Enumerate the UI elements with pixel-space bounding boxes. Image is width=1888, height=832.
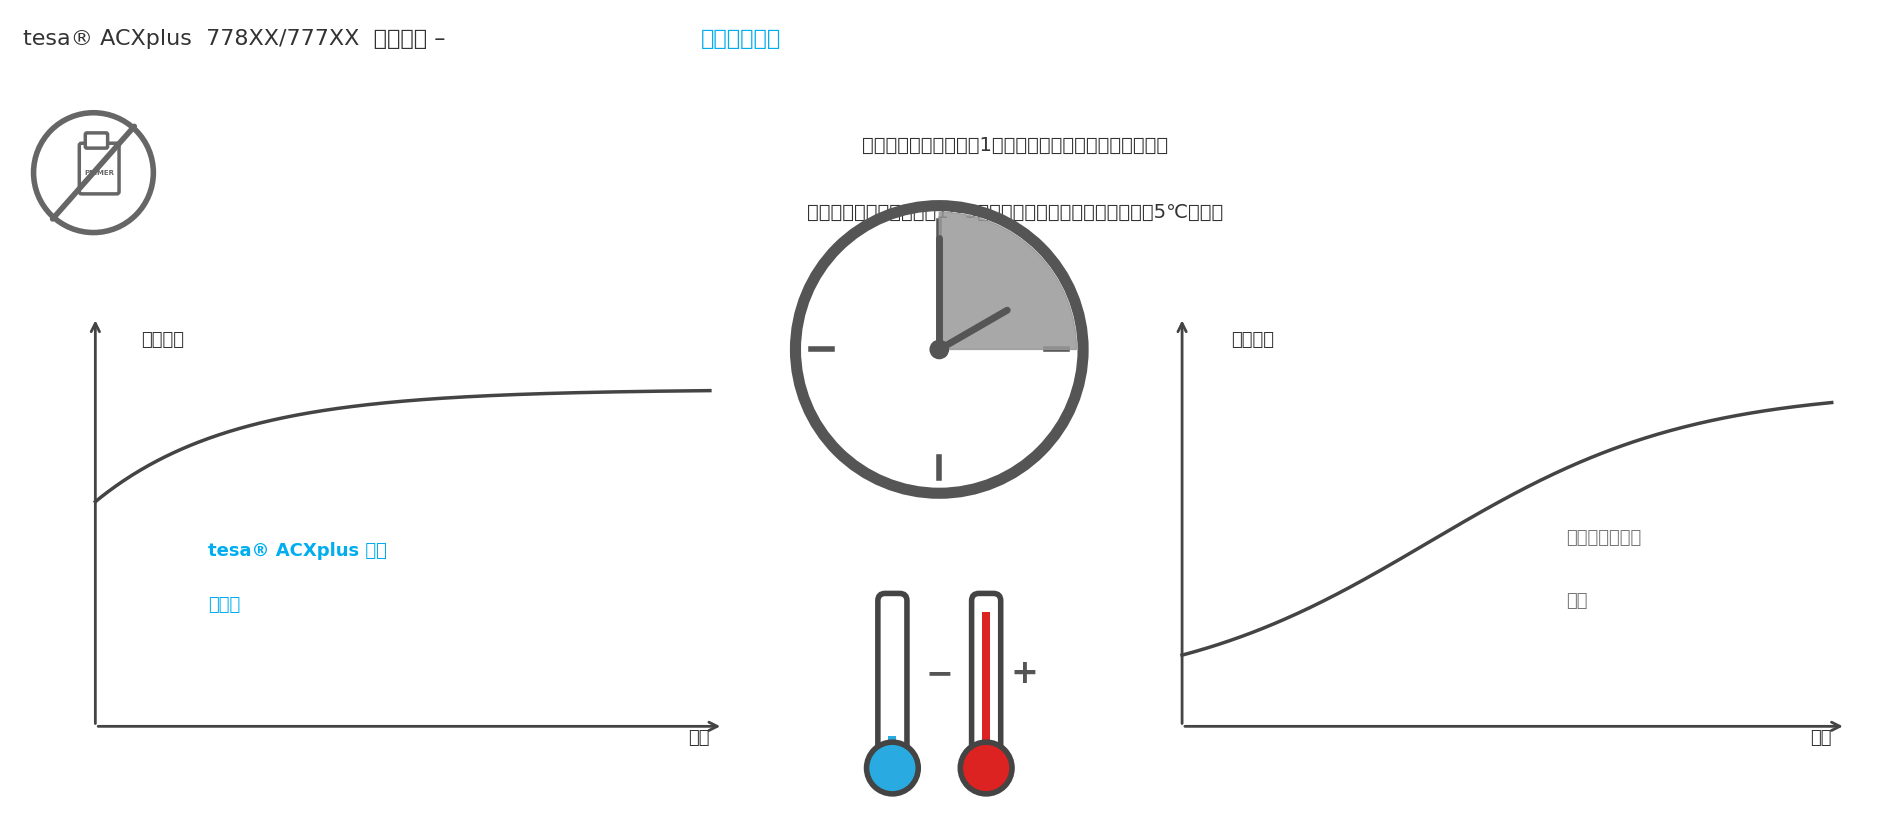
Text: tesa® ACXplus  778XX/777XX  表现亮点 –: tesa® ACXplus 778XX/777XX 表现亮点 –	[23, 29, 453, 49]
Bar	[889, 738, 897, 768]
Text: 粘接性能: 粘接性能	[142, 331, 185, 349]
Bar	[982, 738, 989, 768]
Circle shape	[931, 340, 948, 359]
Text: PRIMER: PRIMER	[85, 170, 113, 176]
Text: 小时: 小时	[1811, 729, 1831, 746]
FancyBboxPatch shape	[79, 143, 119, 194]
Text: tesa® ACXplus 免底: tesa® ACXplus 免底	[208, 542, 387, 560]
Bar	[889, 735, 897, 743]
Text: 粘接性能: 粘接性能	[1231, 331, 1274, 349]
Text: +: +	[1010, 657, 1038, 690]
Text: 产品: 产品	[1567, 592, 1588, 610]
FancyBboxPatch shape	[85, 133, 108, 148]
Text: 市场其他免底涂: 市场其他免底涂	[1567, 528, 1641, 547]
Text: 我们的无底涂胶带应用1分钟后即可达到接近终粘力的水平: 我们的无底涂胶带应用1分钟后即可达到接近终粘力的水平	[861, 136, 1169, 156]
Text: 卓越的初粘力: 卓越的初粘力	[700, 29, 782, 49]
Wedge shape	[940, 212, 1076, 349]
Circle shape	[867, 742, 918, 794]
Text: 涂系列: 涂系列	[208, 596, 240, 614]
Text: 小时: 小时	[689, 729, 710, 746]
Text: 而市面上其他产品则需要1~3天才能达到终粘力的效果，即使在5℃低温下: 而市面上其他产品则需要1~3天才能达到终粘力的效果，即使在5℃低温下	[806, 202, 1223, 221]
Bar	[982, 612, 989, 743]
FancyBboxPatch shape	[878, 593, 906, 754]
Text: −: −	[925, 657, 953, 690]
FancyBboxPatch shape	[972, 593, 1001, 754]
Circle shape	[961, 742, 1012, 794]
